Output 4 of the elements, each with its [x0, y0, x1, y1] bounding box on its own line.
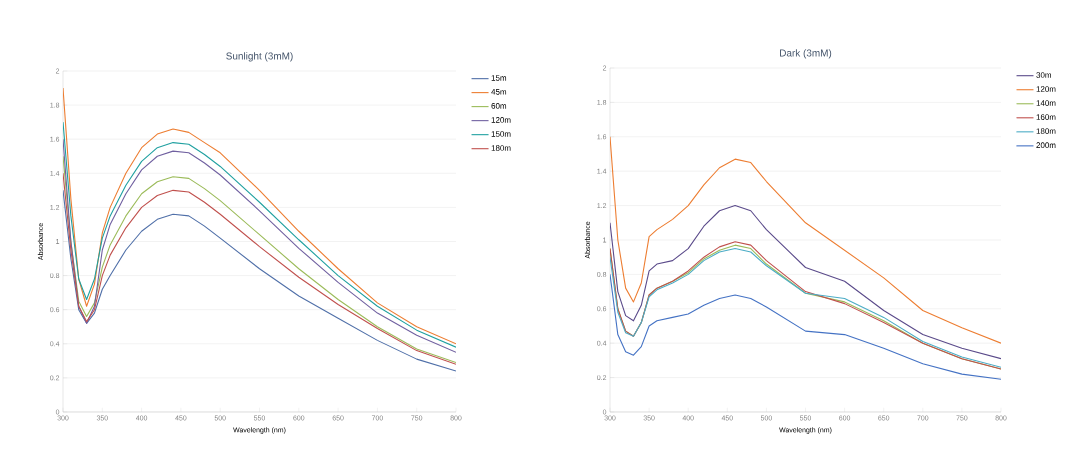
line-series — [610, 205, 1002, 360]
chart-title: Sunlight (3mM) — [226, 52, 293, 62]
line-series — [610, 273, 1002, 380]
chart-title: Dark (3mM) — [780, 49, 832, 59]
